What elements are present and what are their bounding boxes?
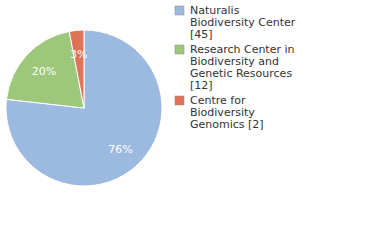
legend-label: Centre for Biodiversity Genomics [2]	[190, 94, 264, 131]
legend-label-line: [12]	[190, 79, 213, 92]
chart: 76% 20% 3% Naturalis Biodiversity Center [4…	[0, 0, 380, 240]
pie-slice	[69, 30, 84, 108]
pie-slice	[6, 30, 162, 186]
data-label: 76%	[108, 143, 132, 156]
legend-swatch	[175, 96, 184, 105]
data-labels: 76% 20% 3%	[32, 47, 133, 155]
legend: Naturalis Biodiversity Center [45]Resear…	[175, 4, 299, 131]
legend-label: Research Center in Biodiversity and Gene…	[190, 43, 298, 92]
data-label: 20%	[32, 65, 56, 78]
data-label: 3%	[70, 47, 87, 60]
legend-label-line: Genomics [2]	[190, 118, 264, 131]
pie	[6, 30, 162, 186]
legend-label-line: [45]	[190, 28, 213, 41]
legend-swatch	[175, 45, 184, 54]
legend-label: Naturalis Biodiversity Center [45]	[190, 4, 299, 41]
legend-swatch	[175, 6, 184, 15]
